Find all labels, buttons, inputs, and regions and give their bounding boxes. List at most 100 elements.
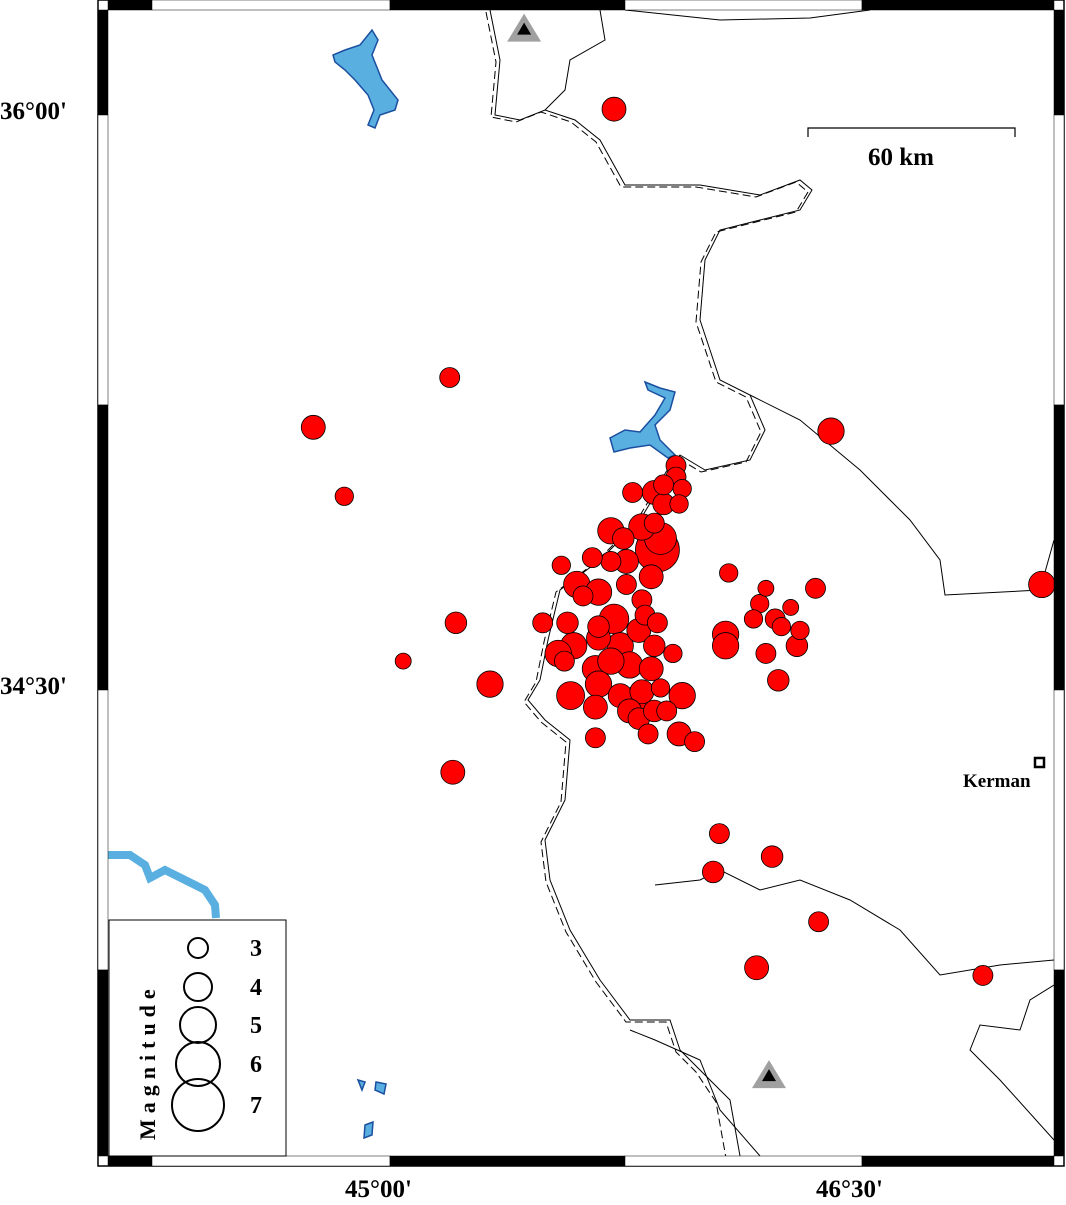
- frame-tick: [97, 689, 109, 971]
- frame-tick: [1053, 689, 1065, 971]
- triangle-station-icon: [752, 1060, 786, 1089]
- earthquake-event: [684, 731, 705, 753]
- earthquake-events: [300, 96, 1054, 986]
- earthquake-event: [790, 620, 810, 641]
- earthquake-event: [439, 367, 461, 388]
- earthquake-event: [585, 727, 606, 749]
- lat-label: 36°00': [0, 98, 67, 125]
- province-border: [629, 1029, 761, 1156]
- frame-tick: [97, 969, 109, 1157]
- earthquake-event: [711, 632, 740, 660]
- international-border-dashed: [485, 11, 809, 1156]
- frame-tick: [107, 0, 153, 11]
- earthquake-event: [600, 551, 622, 572]
- earthquake-event: [805, 577, 826, 599]
- earthquake-event: [601, 96, 627, 122]
- earthquake-event: [663, 643, 683, 664]
- triangle-station-icon: [507, 13, 542, 42]
- lake: [609, 380, 677, 459]
- seismic-stations: [507, 13, 786, 1089]
- province-border: [749, 394, 1054, 596]
- legend-label: 5: [250, 1013, 262, 1039]
- earthquake-event: [556, 611, 579, 634]
- earthquake-event: [622, 482, 643, 503]
- earthquake-event: [647, 612, 668, 634]
- earthquake-event: [656, 700, 678, 722]
- earthquake-event: [551, 555, 571, 575]
- earthquake-event: [643, 634, 666, 657]
- lon-label: 45°00': [345, 1176, 412, 1203]
- legend-circle: [187, 937, 209, 959]
- scale-bar: [807, 127, 1016, 137]
- square-marker-icon: [1033, 756, 1046, 769]
- frame-tick: [1053, 404, 1065, 691]
- legend-title: Magnitude: [135, 983, 160, 1140]
- frame-tick: [97, 114, 109, 406]
- frame-tick: [107, 1155, 153, 1167]
- earthquake-event: [767, 669, 790, 692]
- legend-label: 4: [250, 975, 262, 1001]
- international-border: [489, 10, 813, 1156]
- island: [374, 1081, 387, 1096]
- frame-tick: [151, 0, 391, 11]
- earthquake-event: [597, 647, 625, 675]
- frame-tick: [1053, 969, 1065, 1157]
- legend-label: 6: [250, 1052, 262, 1078]
- earthquake-event: [638, 656, 664, 682]
- earthquake-event: [616, 574, 637, 595]
- earthquake-event: [719, 563, 739, 583]
- earthquake-event: [587, 615, 610, 638]
- frame-tick: [1053, 9, 1065, 116]
- earthquake-event: [817, 417, 845, 445]
- frame-tick: [97, 9, 109, 116]
- earthquake-event: [653, 474, 674, 496]
- water-bodies: [108, 28, 677, 1140]
- earthquake-event: [709, 823, 730, 845]
- earthquake-event: [334, 486, 354, 506]
- lon-label: 46°30': [816, 1176, 883, 1203]
- legend: Magnitude 3 4 5 6 7: [108, 919, 287, 1157]
- earthquake-event: [702, 860, 725, 884]
- earthquake-event: [757, 579, 775, 597]
- legend-circle: [175, 1041, 221, 1087]
- earthquake-event: [440, 759, 466, 785]
- lake: [332, 28, 399, 129]
- earthquake-event: [476, 670, 504, 698]
- earthquake-event: [637, 723, 659, 745]
- frame-tick: [1053, 114, 1065, 406]
- legend-label: 7: [250, 1093, 262, 1119]
- earthquake-event: [638, 564, 664, 590]
- province-border: [624, 10, 871, 21]
- earthquake-event: [771, 617, 792, 637]
- earthquake-event: [581, 547, 603, 569]
- frame-tick: [624, 1155, 863, 1167]
- earthquake-event: [782, 599, 800, 616]
- earthquake-event: [1028, 570, 1054, 599]
- earthquake-event: [650, 678, 671, 698]
- earthquake-event: [808, 911, 829, 933]
- city-label: Kerman: [963, 771, 1031, 792]
- frame-tick: [151, 1155, 391, 1167]
- earthquake-event: [554, 650, 575, 672]
- island: [356, 1078, 366, 1093]
- lat-label: 34°30': [0, 673, 67, 700]
- earthquake-event: [972, 965, 994, 986]
- frame-tick: [389, 1155, 626, 1167]
- earthquake-event: [668, 682, 696, 710]
- river: [108, 851, 220, 919]
- legend-circle: [171, 1078, 225, 1132]
- earthquake-event: [300, 414, 326, 440]
- earthquake-event: [612, 527, 635, 550]
- earthquake-event: [643, 512, 665, 534]
- earthquake-event: [755, 643, 777, 664]
- earthquake-event: [744, 955, 769, 981]
- earthquake-event: [760, 845, 784, 868]
- province-border: [969, 984, 1054, 1141]
- province-border: [544, 10, 606, 111]
- earthquake-event: [556, 681, 585, 711]
- earthquake-event: [394, 652, 412, 670]
- earthquake-event: [583, 694, 608, 720]
- earthquake-event: [572, 585, 594, 607]
- earthquake-event: [444, 611, 468, 634]
